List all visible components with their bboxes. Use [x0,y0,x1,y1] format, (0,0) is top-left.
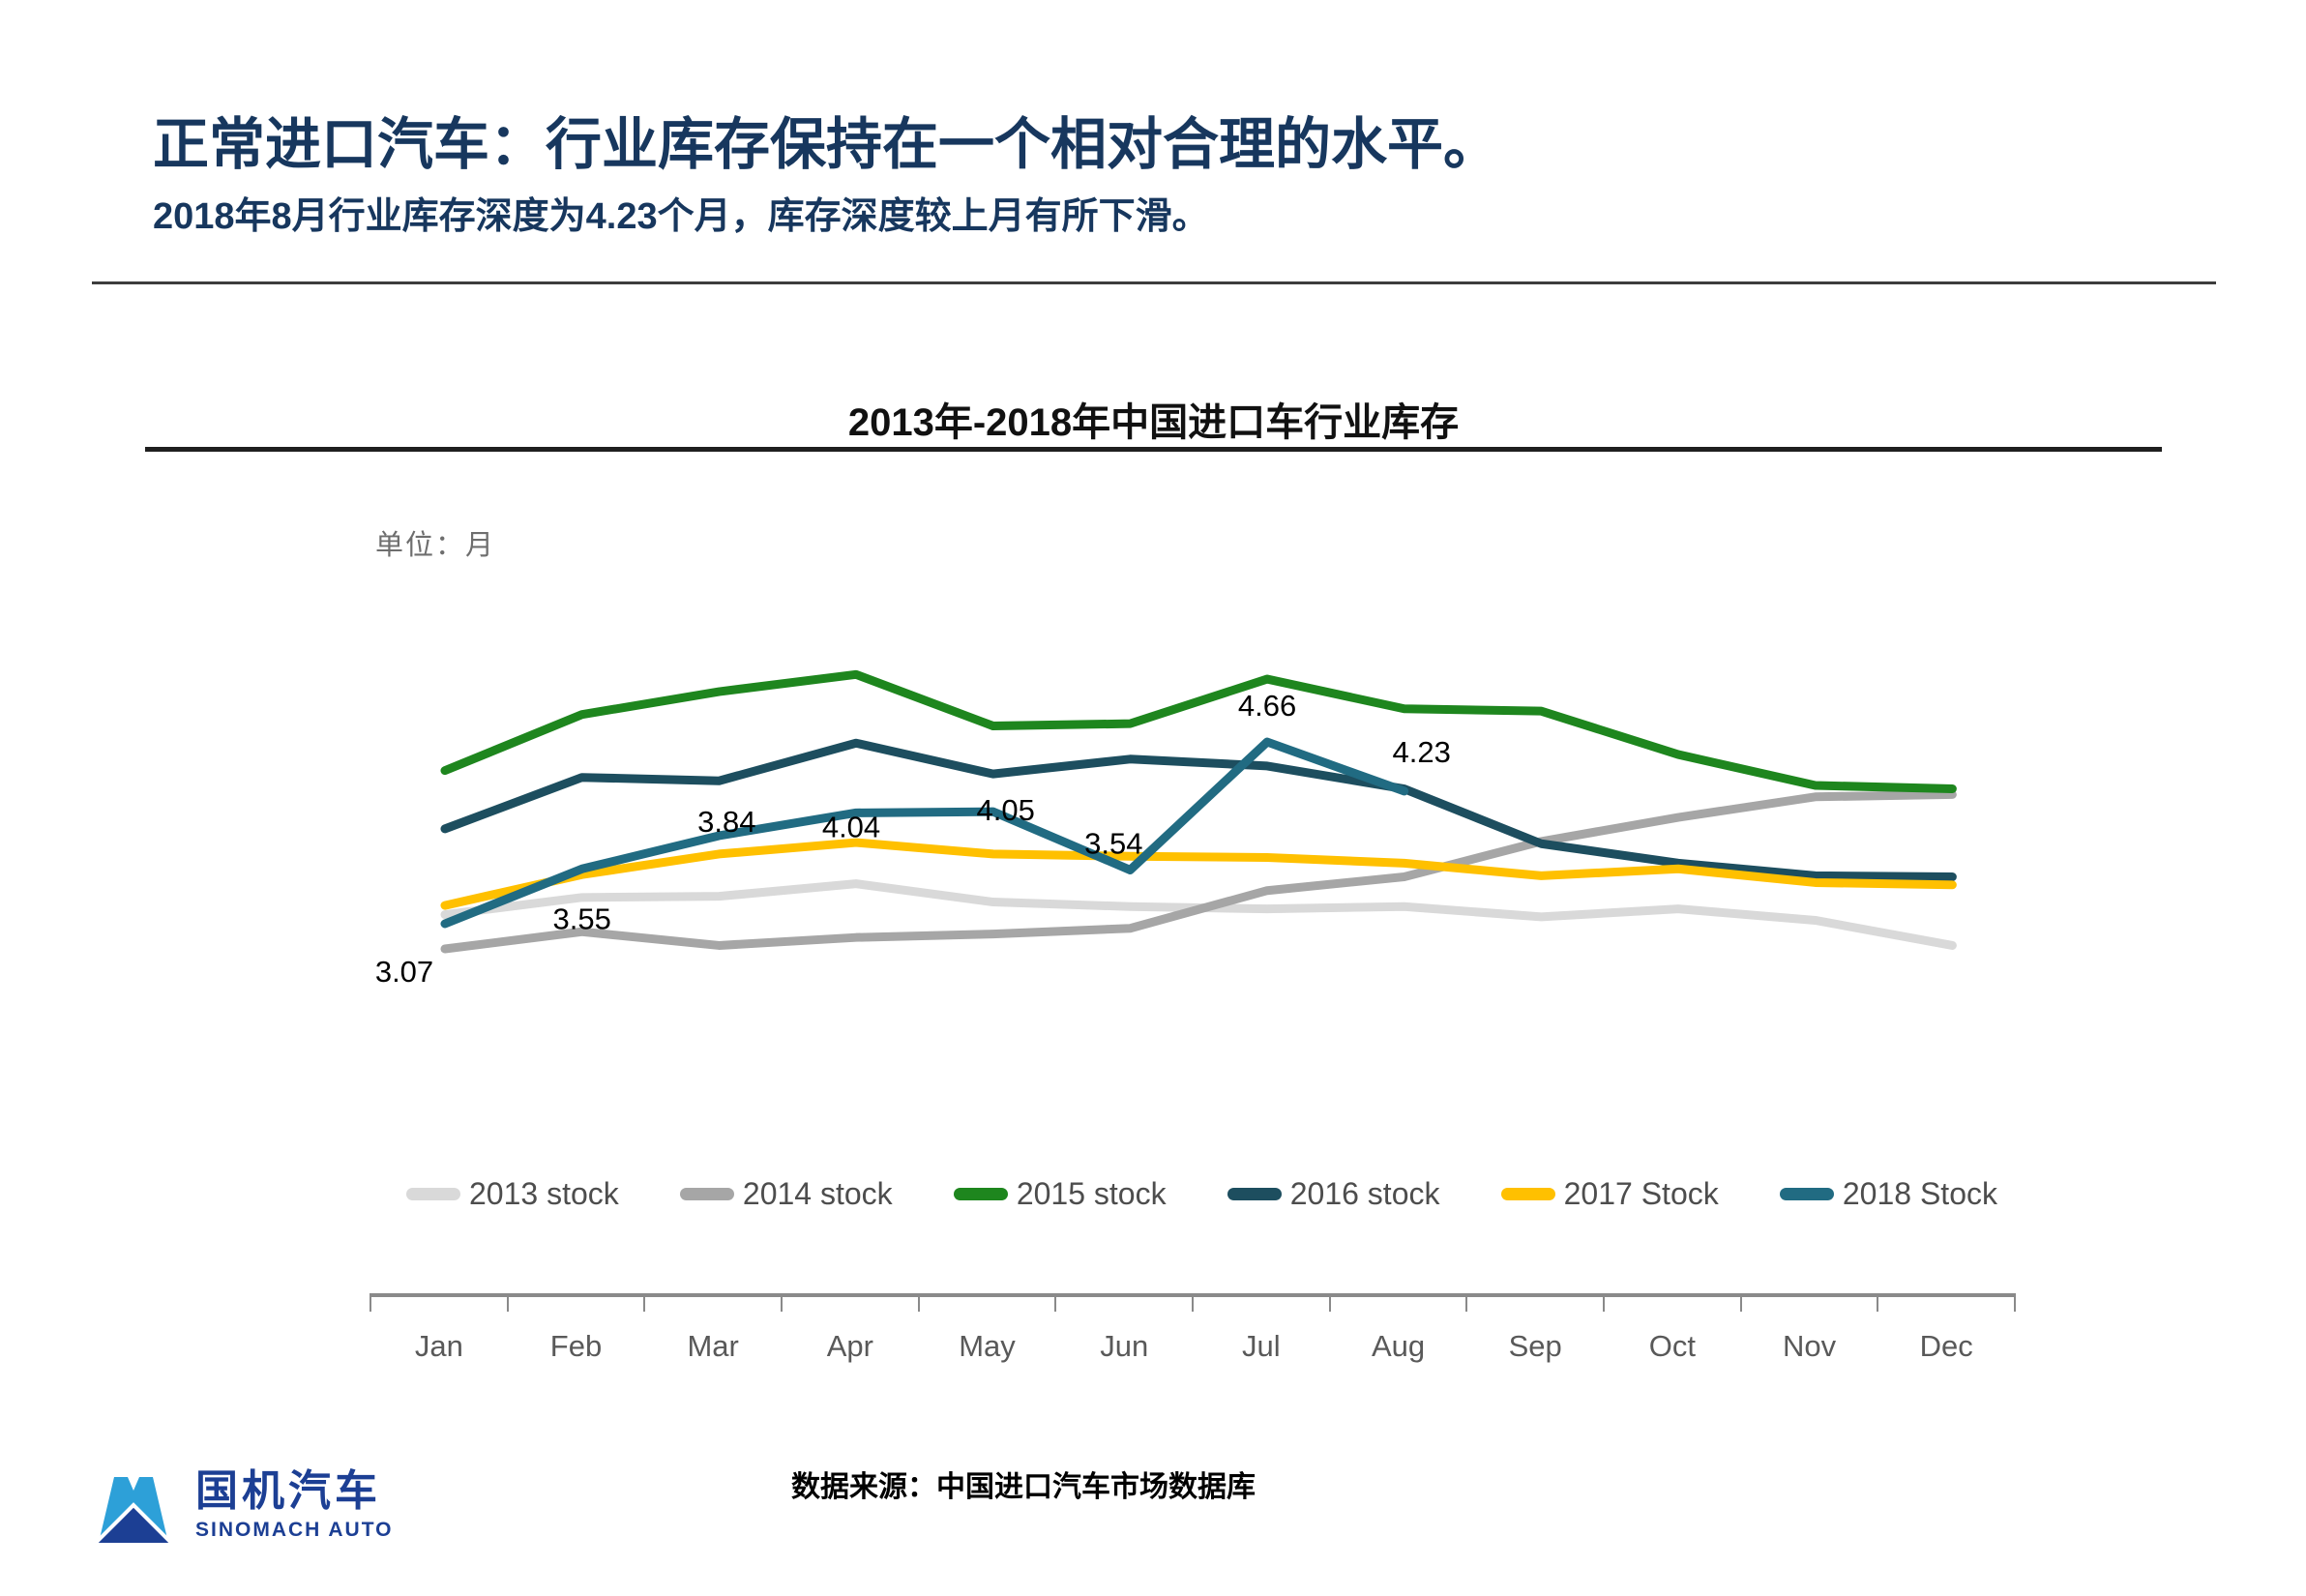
x-axis-label-dec: Dec [1919,1329,1973,1363]
legend-label: 2018 Stock [1842,1176,1997,1211]
page-subtitle: 2018年8月行业库存深度为4.23个月，库存深度较上月有所下滑。 [153,196,1209,237]
x-axis-tick [370,1293,371,1312]
legend-item-2015-stock: 2015 stock [953,1176,1167,1212]
x-axis-label-feb: Feb [549,1329,603,1363]
header-divider [92,281,2216,284]
x-axis-label-mar: Mar [687,1329,739,1363]
unit-label: 单位：月 [375,530,496,561]
x-axis-tick [917,1293,920,1312]
data-source-note: 数据来源：中国进口汽车市场数据库 [791,1471,1256,1503]
series-line-2017-stock [440,838,1957,910]
x-axis-tick [1603,1293,1605,1312]
sinomach-mountain-icon [89,1477,178,1547]
legend-label: 2013 stock [469,1176,619,1211]
chart-title-underline [145,447,2162,452]
data-label-feb: 3.55 [552,901,610,935]
legend-swatch-icon [679,1188,734,1200]
legend-swatch-icon [1779,1188,1834,1200]
logo-name-cn: 国机汽车 [195,1467,381,1515]
legend-swatch-icon [406,1188,460,1200]
x-axis-label-jan: Jan [414,1329,463,1363]
x-axis-tick [1328,1293,1331,1312]
legend-swatch-icon [1227,1188,1282,1200]
x-axis-tick [1877,1293,1879,1312]
data-label-aug: 4.23 [1393,735,1451,769]
sinomach-logo: 国机汽车 SINOMACH AUTO [89,1470,394,1550]
chart-title: 2013年-2018年中国进口车行业库存 [847,401,1460,444]
x-axis-tick [1192,1293,1194,1312]
x-axis-label-apr: Apr [826,1329,873,1363]
data-label-mar: 3.84 [697,805,755,839]
x-axis-label-jul: Jul [1242,1329,1281,1363]
x-axis-label-nov: Nov [1782,1329,1837,1363]
legend-item-2016-stock: 2016 stock [1227,1176,1440,1212]
logo-text: 国机汽车 SINOMACH AUTO [195,1470,394,1542]
x-axis-tick [2014,1293,2016,1312]
x-axis-tick [1739,1293,1742,1312]
series-line-2015-stock [440,669,1957,794]
legend-item-2013-stock: 2013 stock [406,1176,619,1212]
x-axis-label-oct: Oct [1648,1329,1696,1363]
x-axis-tick [781,1293,783,1312]
data-label-jun: 3.54 [1084,826,1142,860]
x-axis-label-sep: Sep [1508,1329,1562,1363]
data-label-may: 4.05 [977,793,1035,827]
line-chart-canvas: 3.07 3.55 3.84 4.04 4.05 3.54 4.66 4.23 [375,669,1957,989]
legend-label: 2016 stock [1289,1176,1440,1211]
x-axis-label-aug: Aug [1371,1329,1426,1363]
data-label-apr: 4.04 [822,810,880,843]
page-title: 正常进口汽车：行业库存保持在一个相对合理的水平。 [153,113,1500,176]
x-axis-label-may: May [959,1329,1016,1363]
data-label-jan: 3.07 [375,955,433,989]
legend-label: 2017 Stock [1563,1176,1719,1211]
legend-item-2018-stock: 2018 Stock [1779,1176,1997,1212]
legend-swatch-icon [953,1188,1008,1200]
x-axis-tick [1465,1293,1468,1312]
x-axis-tick [643,1293,646,1312]
series-line-2016-stock [440,738,1957,882]
series-line-2013-stock [440,879,1957,950]
legend-label: 2014 stock [742,1176,893,1211]
legend-label: 2015 stock [1016,1176,1167,1211]
legend-item-2017-stock: 2017 Stock [1500,1176,1719,1212]
logo-name-en: SINOMACH AUTO [195,1519,394,1541]
x-axis-tick [506,1293,509,1312]
data-label-jul: 4.66 [1238,689,1296,723]
x-axis-labels: Jan Feb Mar Apr May Jun Jul Aug Sep Oct Nov Dec [370,1329,2015,1364]
legend-swatch-icon [1500,1188,1555,1200]
series-line-2014-stock [440,789,1957,954]
x-axis-tick [1054,1293,1057,1312]
series-line-2018-stock [440,737,1409,929]
legend-item-2014-stock: 2014 stock [679,1176,893,1212]
chart-legend: 2013 stock 2014 stock 2015 stock 2016 stock… [406,1176,1997,1212]
x-axis-label-jun: Jun [1100,1329,1149,1363]
